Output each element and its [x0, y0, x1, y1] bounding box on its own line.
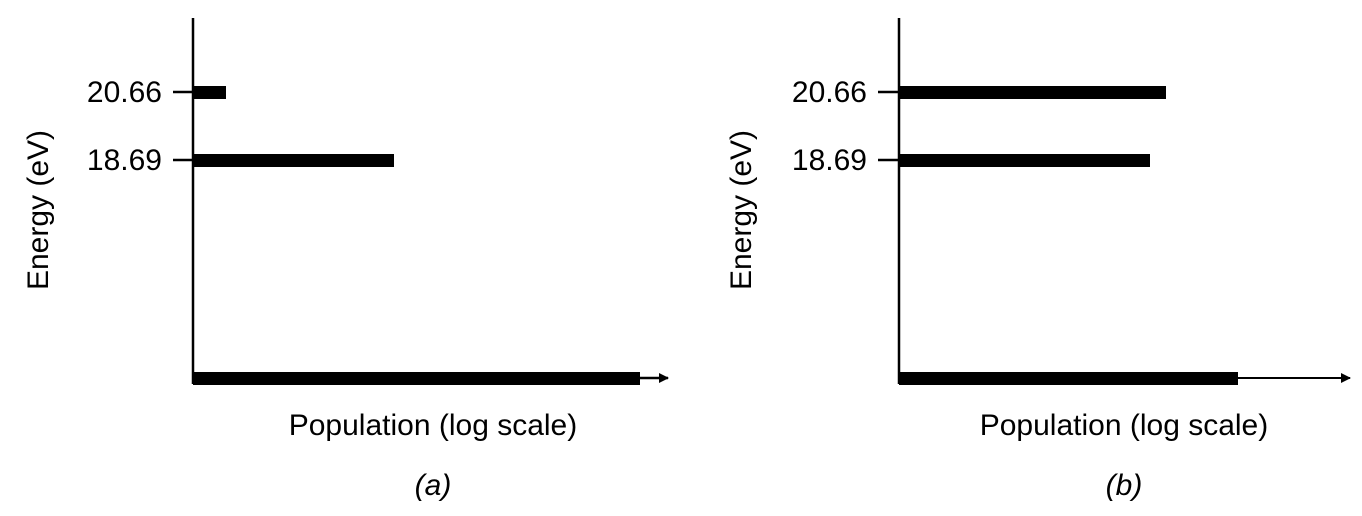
y-tick-label: 18.69: [792, 144, 867, 177]
panel-a: 20.66 18.69 Energy (eV) Population (log …: [22, 18, 669, 502]
panel-b: 20.66 18.69 Energy (eV) Population (log …: [725, 18, 1351, 502]
x-axis-label: Population (log scale): [289, 409, 578, 442]
level-bar: [193, 86, 226, 99]
y-axis-label: Energy (eV): [725, 130, 758, 290]
y-axis-label: Energy (eV): [22, 130, 55, 290]
ground-bar: [193, 372, 640, 385]
level-bar: [899, 154, 1150, 167]
level-bar: [899, 86, 1166, 99]
ground-bar: [899, 372, 1238, 385]
x-axis-label: Population (log scale): [980, 409, 1269, 442]
level-bar: [193, 154, 394, 167]
y-tick-label: 20.66: [87, 76, 162, 109]
y-tick-label: 18.69: [87, 144, 162, 177]
y-tick-label: 20.66: [792, 76, 867, 109]
caption: (a): [415, 469, 452, 502]
caption: (b): [1106, 469, 1143, 502]
